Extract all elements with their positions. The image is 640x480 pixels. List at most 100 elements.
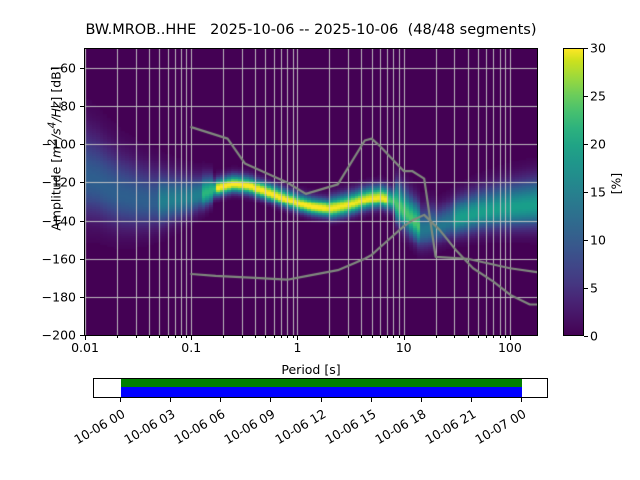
x-minor-tick-mark <box>255 336 257 338</box>
y-tick-label: −60 <box>49 60 76 76</box>
y-tick-label: −100 <box>41 136 76 152</box>
x-minor-tick-mark <box>435 336 437 338</box>
x-minor-tick-mark <box>393 336 395 338</box>
x-minor-tick-mark <box>180 336 182 338</box>
colorbar-tick-label: 25 <box>590 88 606 104</box>
x-tick-mark <box>509 336 511 340</box>
y-tick-mark <box>80 182 84 184</box>
timeline-tick-mark <box>220 398 222 402</box>
x-minor-tick-mark <box>454 336 456 338</box>
timeline-tick-label: 10-06 03 <box>121 406 178 448</box>
x-minor-tick-mark <box>159 336 161 338</box>
y-tick-label: −80 <box>49 98 76 114</box>
x-axis-label: Period [s] <box>281 362 341 377</box>
timeline-tick-mark <box>470 398 472 402</box>
x-tick-label: 100 <box>497 340 522 355</box>
colorbar[interactable] <box>563 48 584 336</box>
x-minor-tick-mark <box>186 336 188 338</box>
y-tick-mark <box>80 106 84 108</box>
x-minor-tick-mark <box>148 336 150 338</box>
x-tick-label: 0.01 <box>71 340 99 355</box>
x-minor-tick-mark <box>135 336 137 338</box>
y-tick-label: −140 <box>41 213 76 229</box>
colorbar-tick-mark <box>584 192 588 193</box>
timeline-tick-label: 10-06 15 <box>321 406 379 448</box>
y-tick-label: −180 <box>41 289 76 305</box>
y-tick-mark <box>80 220 84 222</box>
x-minor-tick-mark <box>499 336 501 338</box>
timeline-tick-mark <box>370 398 372 402</box>
x-minor-tick-mark <box>348 336 350 338</box>
y-tick-label: −120 <box>41 174 76 190</box>
x-minor-tick-mark <box>280 336 282 338</box>
colorbar-tick-mark <box>584 240 588 241</box>
psd-plot-area[interactable] <box>84 48 538 336</box>
x-tick-mark <box>191 336 193 340</box>
colorbar-tick-label: 0 <box>590 328 598 344</box>
colorbar-tick-mark <box>584 336 588 337</box>
x-minor-tick-mark <box>167 336 169 338</box>
x-tick-mark <box>403 336 405 340</box>
y-tick-mark <box>80 68 84 70</box>
x-tick-label: 0.1 <box>181 340 202 355</box>
x-tick-label: 1 <box>293 340 302 355</box>
colorbar-tick-label: 30 <box>590 40 606 56</box>
colorbar-tick-mark <box>584 96 588 97</box>
timeline-tick-mark <box>521 398 522 402</box>
timeline-tick-label: 10-06 12 <box>271 406 328 448</box>
y-axis-label: Amplitude [m2/s4/Hz] [dB] <box>46 66 64 231</box>
x-minor-tick-mark <box>398 336 400 338</box>
ppsd-histogram-canvas <box>85 49 537 335</box>
x-minor-tick-mark <box>505 336 507 338</box>
x-minor-tick-mark <box>116 336 118 338</box>
y-tick-mark <box>80 296 84 298</box>
timeline-tick-mark <box>170 398 172 402</box>
timeline-tick-mark <box>270 398 272 402</box>
colorbar-label: [%] <box>608 172 624 195</box>
x-minor-tick-mark <box>380 336 382 338</box>
timeline-tick-mark <box>120 398 121 402</box>
y-tick-label: −160 <box>41 251 76 267</box>
timeline-tick-label: 10-07 00 <box>472 406 529 448</box>
y-tick-mark <box>80 335 84 336</box>
timeline-tick-mark <box>320 398 322 402</box>
colorbar-tick-label: 15 <box>590 184 606 200</box>
x-minor-tick-mark <box>361 336 363 338</box>
colorbar-tick-label: 20 <box>590 136 606 152</box>
x-minor-tick-mark <box>467 336 469 338</box>
timeline-tick-label: 10-06 00 <box>71 406 128 448</box>
y-tick-mark <box>80 144 84 146</box>
x-minor-tick-mark <box>174 336 176 338</box>
y-tick-label: −200 <box>41 327 76 343</box>
timeline-axis[interactable] <box>93 378 548 398</box>
psd-segments-bar <box>121 387 522 397</box>
x-minor-tick-mark <box>387 336 389 338</box>
x-minor-tick-mark <box>223 336 225 338</box>
timeline-tick-label: 10-06 06 <box>171 406 228 448</box>
x-minor-tick-mark <box>486 336 488 338</box>
x-minor-tick-mark <box>371 336 373 338</box>
x-minor-tick-mark <box>493 336 495 338</box>
x-tick-mark <box>297 336 299 340</box>
x-minor-tick-mark <box>287 336 289 338</box>
colorbar-tick-mark <box>584 48 588 49</box>
colorbar-tick-mark <box>584 288 588 289</box>
timeline-tick-label: 10-06 09 <box>221 406 278 448</box>
x-minor-tick-mark <box>241 336 243 338</box>
x-minor-tick-mark <box>477 336 479 338</box>
page-title: BW.MROB..HHE 2025-10-06 -- 2025-10-06 (4… <box>85 22 537 38</box>
x-minor-tick-mark <box>265 336 267 338</box>
timeline-tick-label: 10-06 21 <box>422 406 479 448</box>
timeline-tick-mark <box>420 398 422 402</box>
colorbar-tick-label: 5 <box>590 280 598 296</box>
x-tick-label: 10 <box>395 340 412 355</box>
x-minor-tick-mark <box>292 336 294 338</box>
colorbar-tick-mark <box>584 144 588 145</box>
x-minor-tick-mark <box>273 336 275 338</box>
x-tick-mark <box>85 336 86 340</box>
x-minor-tick-mark <box>329 336 331 338</box>
colorbar-tick-label: 10 <box>590 232 606 248</box>
y-tick-mark <box>80 258 84 260</box>
timeline-tick-label: 10-06 18 <box>372 406 429 448</box>
